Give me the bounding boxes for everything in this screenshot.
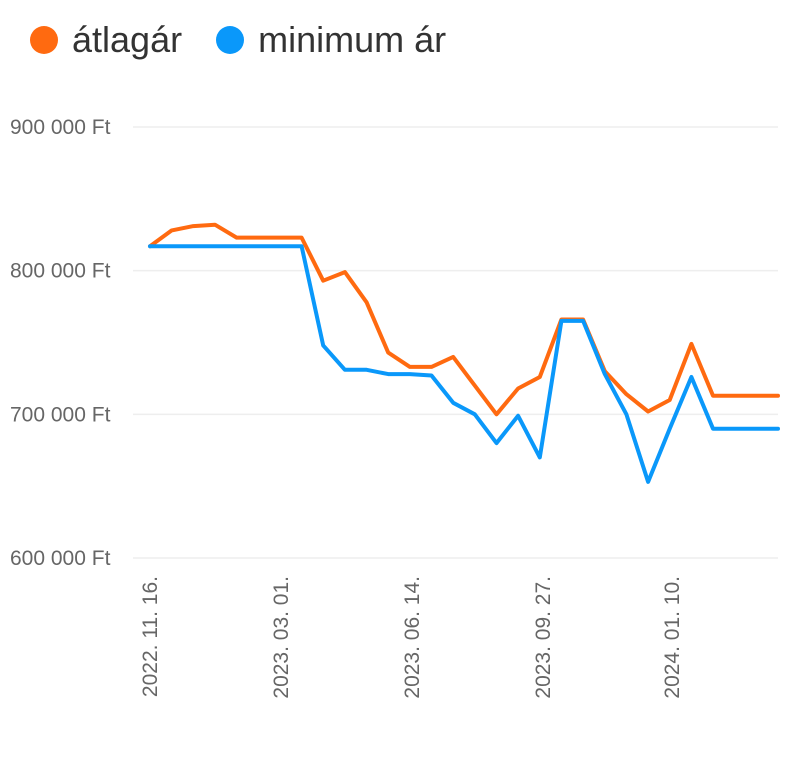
x-tick-label: 2023. 03. 01. — [270, 576, 293, 699]
legend: átlagár minimum ár — [30, 18, 480, 62]
legend-label-min: minimum ár — [258, 19, 447, 60]
series-line-min — [148, 244, 780, 484]
y-tick-label: 600 000 Ft — [10, 547, 111, 570]
blue-dot-icon — [216, 26, 245, 54]
y-tick-label: 700 000 Ft — [10, 403, 111, 426]
series-line-avg — [148, 222, 780, 417]
legend-item-avg[interactable]: átlagár — [30, 18, 182, 62]
x-tick-label: 2023. 06. 14. — [401, 576, 424, 699]
x-tick-label: 2023. 09. 27. — [532, 576, 555, 699]
legend-item-min[interactable]: minimum ár — [216, 18, 446, 62]
orange-dot-icon — [30, 26, 58, 54]
x-tick-label: 2022. 11. 16. — [139, 576, 162, 697]
x-tick-label: 2024. 01. 10. — [661, 576, 684, 699]
y-tick-label: 900 000 Ft — [10, 116, 111, 139]
legend-label-avg: átlagár — [72, 19, 183, 60]
y-tick-label: 800 000 Ft — [10, 260, 111, 283]
